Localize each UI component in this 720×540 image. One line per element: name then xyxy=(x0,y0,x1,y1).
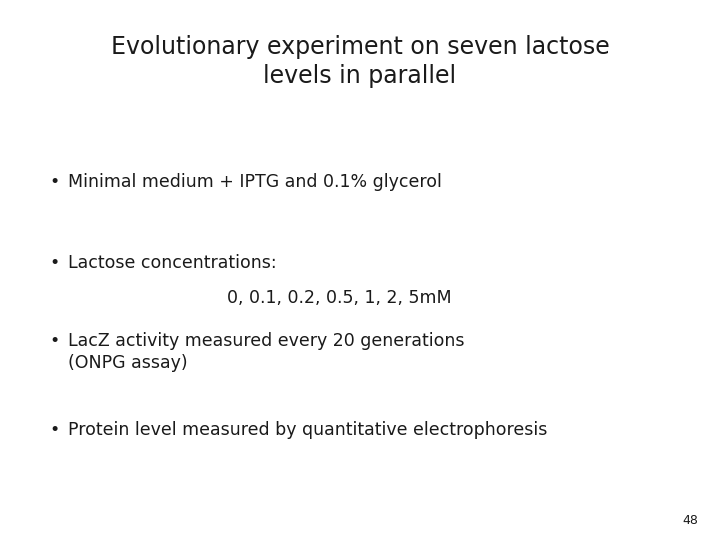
Text: •: • xyxy=(49,254,59,272)
Text: Evolutionary experiment on seven lactose
levels in parallel: Evolutionary experiment on seven lactose… xyxy=(111,35,609,88)
Text: LacZ activity measured every 20 generations
(ONPG assay): LacZ activity measured every 20 generati… xyxy=(68,332,465,372)
Text: •: • xyxy=(49,332,59,350)
Text: Protein level measured by quantitative electrophoresis: Protein level measured by quantitative e… xyxy=(68,421,548,439)
Text: •: • xyxy=(49,421,59,439)
Text: Minimal medium + IPTG and 0.1% glycerol: Minimal medium + IPTG and 0.1% glycerol xyxy=(68,173,442,191)
Text: 0, 0.1, 0.2, 0.5, 1, 2, 5mM: 0, 0.1, 0.2, 0.5, 1, 2, 5mM xyxy=(227,289,451,307)
Text: •: • xyxy=(49,173,59,191)
Text: 48: 48 xyxy=(683,514,698,526)
Text: Lactose concentrations:: Lactose concentrations: xyxy=(68,254,277,272)
